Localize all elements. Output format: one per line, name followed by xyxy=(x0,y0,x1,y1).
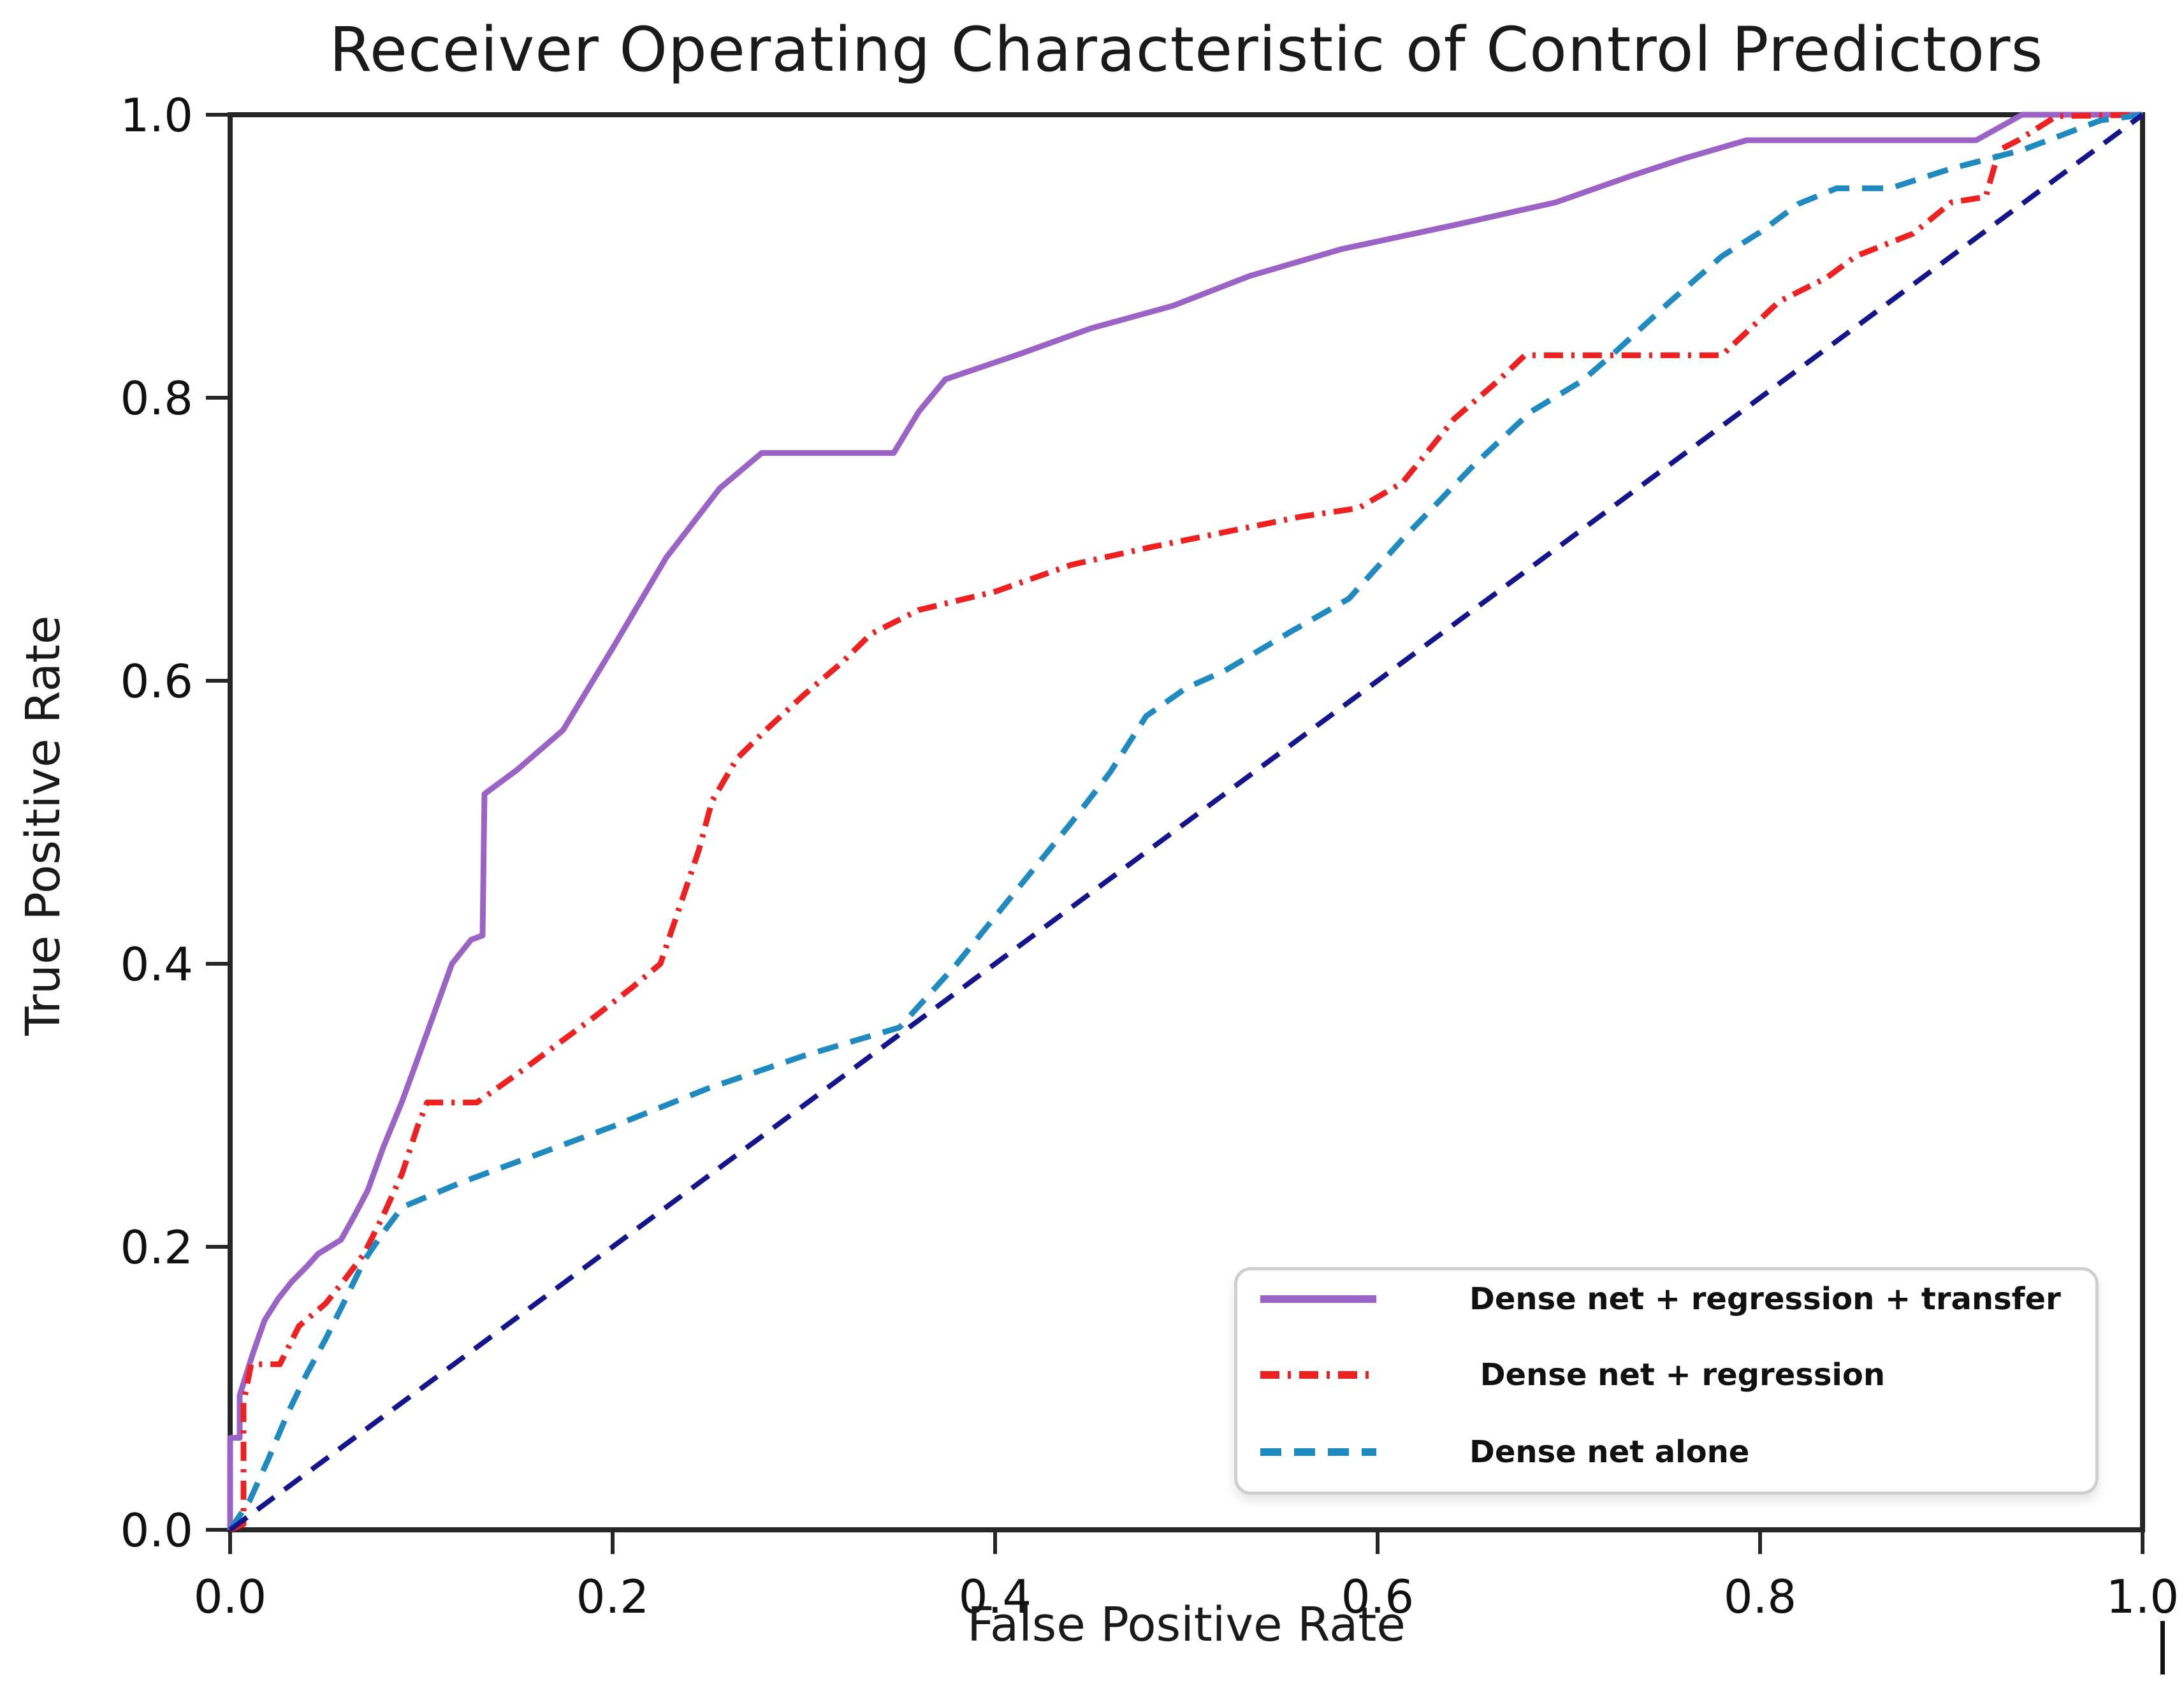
y-tick-label: 0.2 xyxy=(120,1221,193,1274)
legend-entry-dense-net-regression: Dense net + regression xyxy=(1237,1346,2095,1404)
x-tick-label: 0.0 xyxy=(194,1570,267,1624)
y-tick-label: 0.0 xyxy=(120,1504,193,1557)
legend-line-sample-dashdot-red xyxy=(1260,1371,1376,1379)
x-tick-label: 0.6 xyxy=(1341,1570,1415,1624)
x-tick-label: 0.4 xyxy=(959,1570,1032,1624)
legend-entry-dense-net-alone: Dense net alone xyxy=(1237,1423,2095,1481)
legend-entry-dense-net-regression-transfer: Dense net + regression + transfer xyxy=(1237,1270,2095,1328)
legend-line-sample-dashed-blue xyxy=(1260,1448,1376,1456)
legend-line-sample-solid-purple xyxy=(1260,1295,1376,1303)
legend-label: Dense net + regression + transfer xyxy=(1469,1281,2061,1317)
axes-spines xyxy=(228,112,2145,1532)
legend-label: Dense net alone xyxy=(1469,1434,1750,1470)
x-axis-title: False Positive Rate xyxy=(967,1597,1406,1652)
legend: Dense net + regression + transfer Dense … xyxy=(1234,1267,2099,1495)
stray-cursor-artifact xyxy=(2160,1621,2165,1675)
legend-label: Dense net + regression xyxy=(1469,1357,1885,1393)
series-line-0 xyxy=(227,112,2143,1530)
x-tick-label: 0.2 xyxy=(576,1570,650,1624)
chart-title: Receiver Operating Characteristic of Con… xyxy=(329,14,2044,85)
series-line-1 xyxy=(229,112,2143,1533)
x-tick-label: 1.0 xyxy=(2106,1570,2180,1624)
y-tick-label: 0.8 xyxy=(120,372,193,425)
x-tick-label: 0.8 xyxy=(1724,1570,1797,1624)
y-tick-label: 1.0 xyxy=(120,89,193,142)
series-line-2 xyxy=(228,112,2143,1532)
y-tick-label: 0.4 xyxy=(120,938,193,991)
y-tick-label: 0.6 xyxy=(120,655,193,708)
chance-line xyxy=(228,112,2144,1532)
